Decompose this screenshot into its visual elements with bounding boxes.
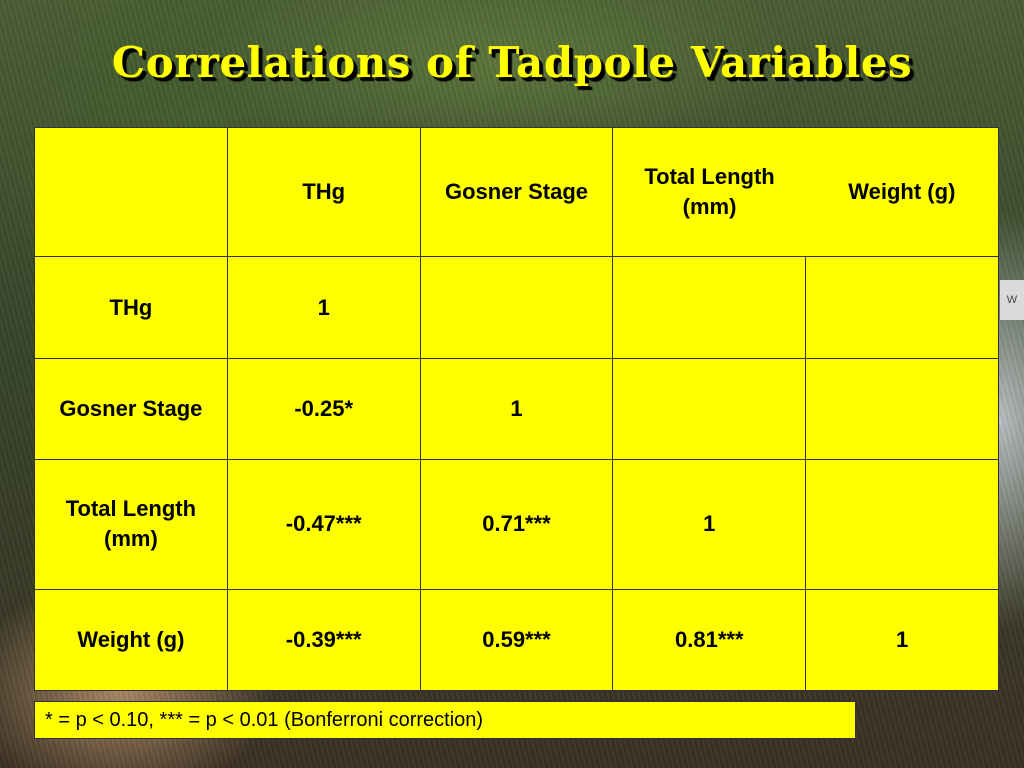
column-header: Total Length (mm) xyxy=(612,126,806,258)
table-row: THg 1 xyxy=(34,256,999,359)
table-cell: 1 xyxy=(805,588,999,692)
table-cell: 1 xyxy=(612,459,807,590)
footnote: * = p < 0.10, *** = p < 0.01 (Bonferroni… xyxy=(34,701,856,739)
table-row: Gosner Stage -0.25* 1 xyxy=(34,357,999,461)
table-cell xyxy=(612,357,807,461)
column-header: THg xyxy=(226,126,421,258)
table-row: Total Length (mm) -0.47*** 0.71*** 1 xyxy=(34,459,999,590)
table-cell xyxy=(612,256,807,359)
table-cell: -0.25* xyxy=(226,357,421,461)
correlation-table: THg Gosner Stage Total Length (mm) Weigh… xyxy=(34,126,999,692)
table-cell xyxy=(805,256,999,359)
row-header: Gosner Stage xyxy=(34,357,228,461)
table-cell xyxy=(805,459,999,590)
slide-title: Correlations of Tadpole Variables xyxy=(111,38,913,87)
row-header: Weight (g) xyxy=(34,588,228,692)
table-cell xyxy=(805,357,999,461)
row-header: THg xyxy=(34,256,228,359)
table-header-row: THg Gosner Stage Total Length (mm) Weigh… xyxy=(34,126,999,258)
table-cell: 0.59*** xyxy=(419,588,614,692)
table-row: Weight (g) -0.39*** 0.59*** 0.81*** 1 xyxy=(34,588,999,692)
table-cell: 1 xyxy=(226,256,421,359)
table-cell: 0.71*** xyxy=(419,459,614,590)
table-cell xyxy=(419,256,614,359)
table-cell: -0.47*** xyxy=(226,459,421,590)
column-header: Weight (g) xyxy=(805,126,999,258)
row-header: Total Length (mm) xyxy=(34,459,228,590)
table-cell: 1 xyxy=(419,357,614,461)
table-cell: 0.81*** xyxy=(612,588,807,692)
column-header: Gosner Stage xyxy=(419,126,614,258)
table-cell: -0.39*** xyxy=(226,588,421,692)
background-edge-text: W xyxy=(1000,280,1024,320)
corner-cell xyxy=(34,126,228,258)
